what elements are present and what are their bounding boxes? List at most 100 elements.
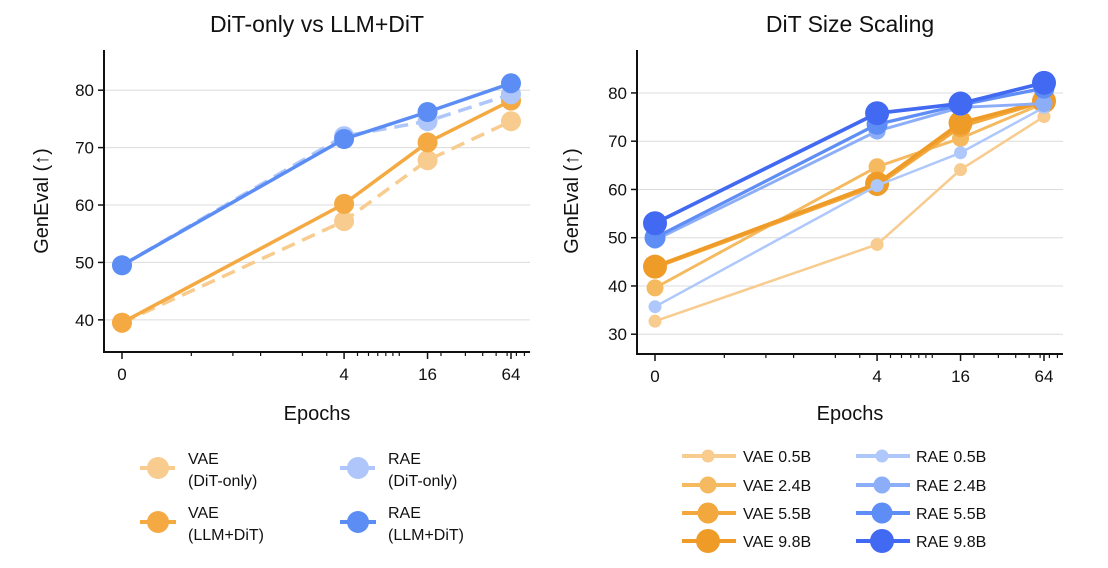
legend-label: VAE 2.4B: [743, 478, 811, 495]
chart-title: DiT-only vs LLM+DiT: [210, 11, 424, 37]
legend-item: RAE 9.8B: [856, 529, 986, 553]
y-axis-label: GenEval (↑): [31, 148, 53, 254]
y-tick-label: 40: [75, 311, 94, 330]
legend-marker: [347, 457, 369, 479]
data-point: [334, 193, 355, 214]
data-point: [501, 73, 521, 94]
data-point: [954, 146, 968, 160]
series-2: [112, 90, 521, 333]
series-line: [654, 106, 1045, 308]
legend-label: RAE 5.5B: [916, 506, 986, 523]
data-point: [417, 150, 438, 171]
y-tick-label: 40: [608, 277, 627, 296]
data-point: [648, 300, 662, 314]
legend-marker: [147, 457, 169, 479]
data-point: [1035, 95, 1053, 113]
legend-marker: [871, 502, 893, 524]
legend-label-line: RAE: [388, 451, 421, 468]
series-3: [644, 91, 1055, 279]
series-line: [654, 81, 1045, 225]
y-tick-label: 30: [608, 325, 627, 344]
legend-item: VAE (DiT-only): [140, 451, 257, 490]
legend-marker: [147, 511, 169, 533]
series-5: [648, 100, 1051, 314]
legend-marker: [699, 476, 717, 494]
legend-item: VAE 5.5B: [682, 502, 811, 524]
series-line: [121, 98, 512, 325]
data-point: [334, 211, 355, 232]
legend-label: RAE 9.8B: [916, 534, 986, 551]
x-tick-label: 4: [872, 367, 881, 386]
legend-item: VAE (LLM+DiT): [140, 505, 264, 544]
legend-item: RAE 0.5B: [856, 449, 986, 466]
chart-title: DiT Size Scaling: [766, 11, 934, 37]
x-tick-label: 16: [951, 367, 970, 386]
legend-item: RAE (DiT-only): [340, 451, 457, 490]
series-8: [643, 70, 1056, 236]
legend-label: RAE 2.4B: [916, 478, 986, 495]
data-point: [112, 312, 132, 333]
x-axis-label: Epochs: [817, 403, 884, 425]
data-point: [948, 110, 973, 135]
legend: VAE (DiT-only)VAE (LLM+DiT)RAE (DiT-only)RA…: [140, 451, 464, 544]
series-3: [112, 84, 521, 276]
series-1: [112, 111, 521, 333]
legend-item: VAE 9.8B: [682, 529, 811, 553]
x-tick-label: 64: [1035, 367, 1054, 386]
series-7: [644, 77, 1055, 249]
data-point: [417, 102, 438, 123]
legend-label-line: VAE: [188, 505, 219, 522]
x-tick-label: 0: [117, 365, 126, 384]
legend-label: RAE 0.5B: [916, 449, 986, 466]
chart-1: 40 50 60 70 80 0 4 16 64 DiT-only vs LLM+DiT Epoch…: [31, 11, 530, 544]
series-line: [654, 115, 1045, 323]
legend-label-line: (LLM+DiT): [388, 527, 464, 544]
y-tick-label: 80: [75, 81, 94, 100]
legend-label-line: VAE: [188, 451, 219, 468]
legend-label-line: (LLM+DiT): [188, 527, 264, 544]
series-line: [654, 102, 1045, 242]
series-line: [654, 99, 1045, 269]
data-point: [646, 279, 664, 297]
y-tick-label: 60: [75, 196, 94, 215]
data-point: [112, 255, 132, 276]
data-point: [1032, 70, 1056, 95]
series-line: [121, 92, 512, 267]
legend-label: VAE 5.5B: [743, 506, 811, 523]
legend-label: RAE (LLM+DiT): [388, 505, 464, 544]
legend: VAE 0.5B VAE 2.4B VAE 5.5B VAE 9.8B RAE 0.5B…: [682, 449, 986, 553]
data-point: [417, 132, 438, 153]
legend-label-line: RAE: [388, 505, 421, 522]
y-tick-label: 50: [608, 229, 627, 248]
legend-item: VAE 0.5B: [682, 449, 811, 466]
legend-item: RAE 2.4B: [856, 476, 986, 495]
legend-label: VAE 9.8B: [743, 534, 811, 551]
series-line: [654, 86, 1045, 240]
legend-marker: [347, 511, 369, 533]
legend-item: RAE 5.5B: [856, 502, 986, 524]
legend-item: VAE 2.4B: [682, 476, 811, 495]
y-tick-label: 50: [75, 253, 94, 272]
data-point: [870, 179, 884, 193]
data-point: [501, 111, 521, 132]
series-line: [121, 119, 512, 325]
data-point: [954, 163, 968, 177]
series-line: [121, 81, 512, 267]
x-axis-label: Epochs: [284, 403, 351, 425]
legend-label-line: (DiT-only): [188, 473, 257, 490]
data-point: [865, 101, 890, 126]
data-point: [334, 128, 355, 149]
legend-label: RAE (DiT-only): [388, 451, 457, 490]
legend-label: VAE (LLM+DiT): [188, 505, 264, 544]
data-point: [643, 211, 667, 236]
legend-marker: [873, 476, 891, 494]
x-tick-label: 64: [502, 365, 521, 384]
data-point: [868, 158, 886, 176]
data-point: [1037, 110, 1051, 124]
y-tick-label: 70: [75, 139, 94, 158]
data-point: [870, 237, 884, 251]
legend-label-line: (DiT-only): [388, 473, 457, 490]
legend-marker: [696, 529, 720, 553]
series-4: [112, 73, 521, 276]
